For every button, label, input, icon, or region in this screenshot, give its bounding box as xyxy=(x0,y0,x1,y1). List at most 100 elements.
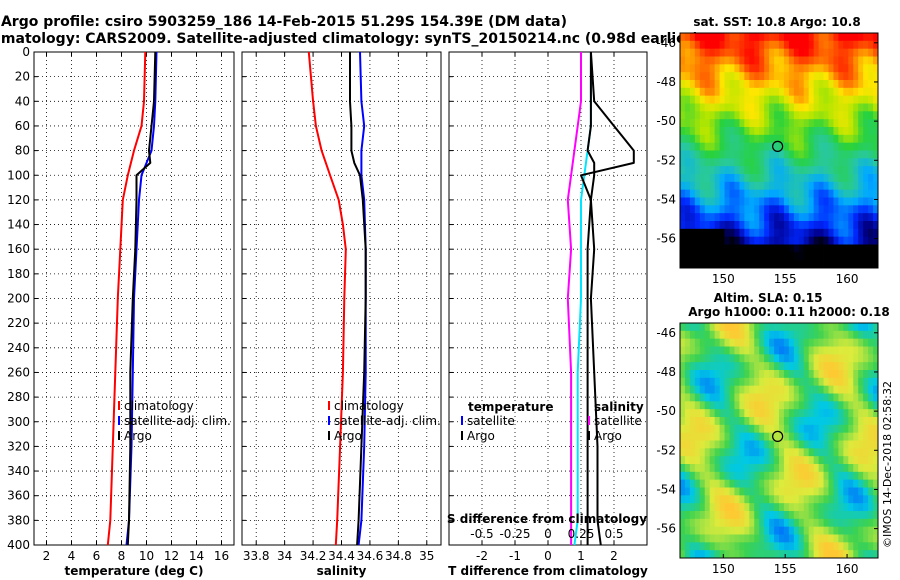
map-cell xyxy=(783,424,790,434)
map-cell xyxy=(729,518,735,528)
map-cell xyxy=(684,142,691,151)
map-cell xyxy=(719,103,725,112)
map-cell xyxy=(714,464,720,473)
map-cell xyxy=(774,80,780,89)
map-cell xyxy=(734,534,740,543)
map-cell xyxy=(704,119,711,128)
map-cell xyxy=(744,127,750,136)
map-cell xyxy=(868,252,874,261)
map-cell xyxy=(873,354,879,363)
map-cell xyxy=(863,464,869,473)
map-cell xyxy=(783,432,790,441)
map-cell xyxy=(828,479,834,488)
map-cell xyxy=(714,479,720,488)
map-cell xyxy=(729,362,735,371)
map-cell xyxy=(873,424,879,434)
map-cell xyxy=(833,48,839,57)
map-cell xyxy=(833,432,839,441)
map-cell xyxy=(818,127,824,136)
map-cell xyxy=(704,166,711,175)
map-cell xyxy=(838,385,844,394)
map-cell xyxy=(853,448,859,457)
map-cell xyxy=(709,252,716,261)
map-cell xyxy=(783,409,790,418)
x-axis-label: temperature (deg C) xyxy=(65,564,204,578)
map-cell xyxy=(853,80,859,89)
map-cell xyxy=(694,33,701,42)
map-cell xyxy=(853,189,859,198)
map-cell xyxy=(739,174,745,183)
map-cell xyxy=(759,174,765,183)
map-cell xyxy=(680,550,686,559)
map-cell xyxy=(744,424,750,434)
map-lat-label: -56 xyxy=(656,232,676,246)
map-cell xyxy=(680,197,686,206)
map-cell xyxy=(833,479,839,488)
map-cell xyxy=(858,370,864,379)
map-cell xyxy=(694,323,701,332)
map-cell xyxy=(798,448,805,457)
map-cell xyxy=(689,464,696,473)
map-cell xyxy=(764,244,770,253)
map-cell xyxy=(813,252,819,261)
map-cell xyxy=(858,244,864,253)
map-cell xyxy=(734,87,740,97)
map-cell xyxy=(734,111,740,120)
map-cell xyxy=(754,127,760,136)
map-cell xyxy=(858,346,864,355)
x-tick-label: 10 xyxy=(139,549,154,563)
map-cell xyxy=(744,134,750,144)
map-cell xyxy=(853,244,859,253)
map-cell xyxy=(734,362,740,371)
map-cell xyxy=(749,64,755,73)
map-cell xyxy=(719,550,725,559)
map-cell xyxy=(694,440,701,449)
map-cell xyxy=(788,64,795,73)
map-cell xyxy=(803,362,810,371)
map-cell xyxy=(808,260,815,269)
map-cell xyxy=(774,448,780,457)
map-cell xyxy=(699,260,706,269)
map-cell xyxy=(764,134,770,144)
map-cell xyxy=(813,228,819,238)
map-cell xyxy=(843,181,849,191)
map-cell xyxy=(783,401,790,410)
map-cell xyxy=(858,80,864,89)
map-cell xyxy=(803,471,810,481)
map-cell xyxy=(818,166,824,175)
map-cell xyxy=(719,150,725,159)
map-cell xyxy=(868,409,874,418)
x-tick-label: 2 xyxy=(43,549,51,563)
map-cell xyxy=(843,370,849,379)
map-cell xyxy=(689,111,696,120)
map-cell xyxy=(749,56,755,65)
map-cell xyxy=(793,330,800,340)
map-cell xyxy=(798,526,805,535)
map-cell xyxy=(798,487,805,496)
map-cell xyxy=(764,64,770,73)
map-cell xyxy=(808,503,815,512)
map-cell xyxy=(704,80,711,89)
map-cell xyxy=(779,166,785,175)
map-cell xyxy=(828,393,834,402)
map-cell xyxy=(680,464,686,473)
map-cell xyxy=(803,377,810,387)
map-cell xyxy=(714,424,720,434)
map-cell xyxy=(759,330,765,340)
map-cell xyxy=(818,518,824,528)
map-cell xyxy=(724,526,730,535)
map-cell xyxy=(744,323,750,332)
map-cell xyxy=(818,417,824,426)
map-cell xyxy=(853,526,859,535)
map-cell xyxy=(843,252,849,261)
map-cell xyxy=(680,401,686,410)
map-cell xyxy=(739,464,745,473)
map-cell xyxy=(863,479,869,488)
map-cell xyxy=(853,464,859,473)
map-cell xyxy=(769,330,775,340)
map-cell xyxy=(704,448,711,457)
map-cell xyxy=(779,72,785,81)
map-cell xyxy=(684,40,691,50)
map-cell xyxy=(833,330,839,340)
map-cell xyxy=(873,244,879,253)
